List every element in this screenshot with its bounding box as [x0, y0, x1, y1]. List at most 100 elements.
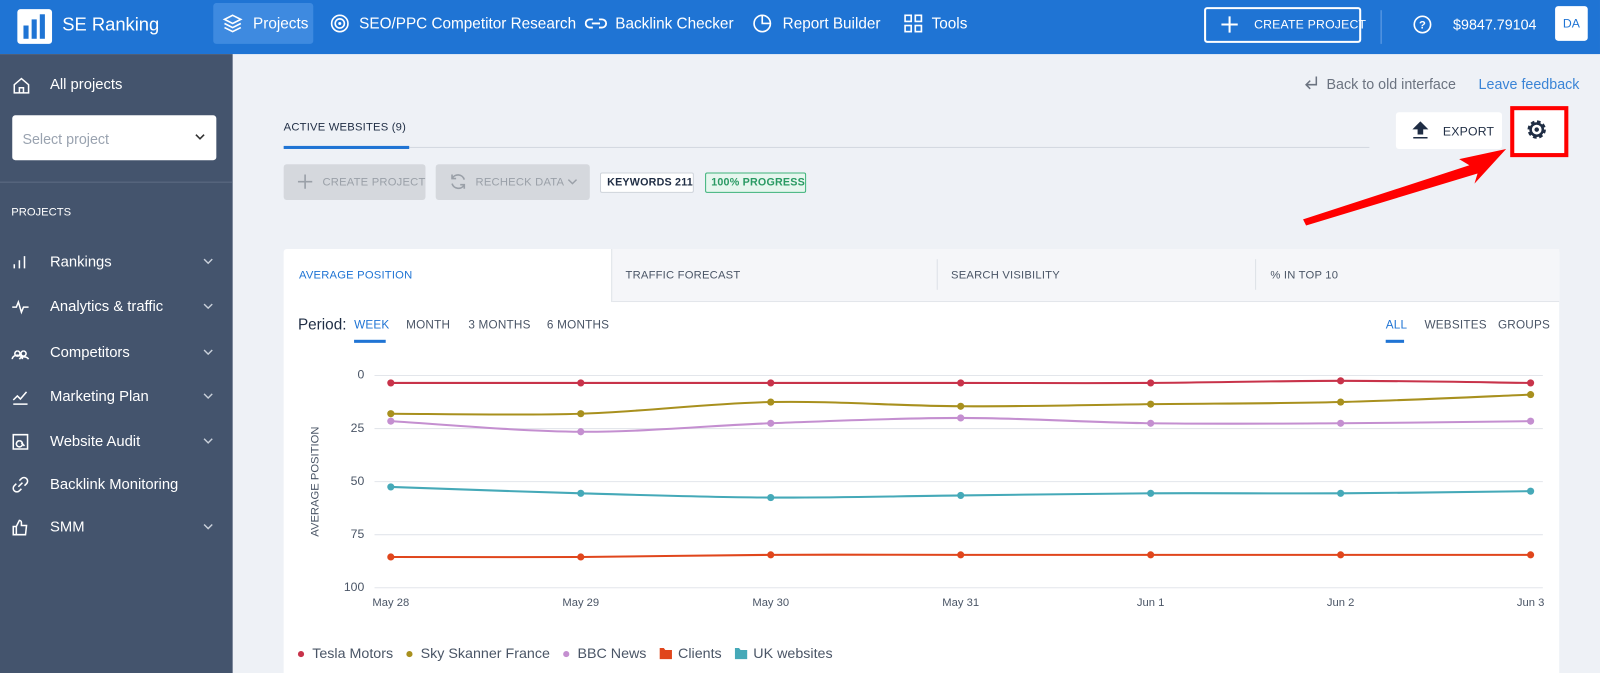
project-select[interactable] — [12, 115, 217, 161]
plus-icon — [1221, 16, 1238, 33]
data-point — [1147, 400, 1155, 408]
all-projects[interactable]: All projects — [49, 76, 123, 93]
chart-tab[interactable]: AVERAGE POSITION — [298, 269, 413, 282]
chart-tab[interactable]: SEARCH VISIBILITY — [951, 269, 1060, 282]
period-option[interactable]: MONTH — [406, 319, 451, 332]
menu-item[interactable]: Website Audit — [49, 433, 141, 450]
chevron — [203, 438, 213, 444]
data-point — [1337, 551, 1345, 559]
data-point — [1527, 417, 1535, 425]
period-option[interactable]: WEEK — [354, 319, 390, 332]
data-point — [577, 428, 585, 436]
help-icon[interactable]: ? — [1412, 14, 1432, 34]
legend-label: Tesla Motors — [312, 646, 393, 662]
chevron — [195, 134, 205, 140]
tab-separator — [1255, 259, 1257, 290]
data-point — [1527, 487, 1535, 495]
nav-item[interactable]: Tools — [931, 15, 968, 33]
legend-marker — [406, 651, 413, 658]
x-tick-label: Jun 2 — [1327, 597, 1354, 609]
logo-text[interactable]: SE Ranking — [62, 14, 160, 35]
menu-item[interactable]: Competitors — [49, 344, 130, 362]
legend-label: Sky Skanner France — [421, 646, 550, 662]
data-point — [387, 379, 395, 387]
recheck-label[interactable]: RECHECK DATA — [475, 176, 565, 189]
data-point — [577, 553, 585, 561]
create-project-button[interactable] — [1204, 7, 1362, 43]
menu-item[interactable]: Backlink Monitoring — [49, 476, 179, 493]
create-project-label[interactable]: CREATE PROJECT — [1254, 17, 1367, 32]
tab-rule — [283, 146, 1370, 148]
export-label[interactable]: EXPORT — [1442, 124, 1495, 139]
view-underline — [1385, 339, 1405, 343]
chart: 0 25 50 75 100 AVERAGE POSITION May 28 May 29 Ma… — [297, 368, 1544, 662]
nav-item[interactable]: Backlink Checker — [615, 15, 734, 33]
settings-button[interactable] — [1510, 106, 1569, 158]
balance: $9847.79104 — [1453, 16, 1537, 33]
nav-icon — [330, 14, 349, 33]
data-point — [577, 410, 585, 418]
view-option[interactable]: ALL — [1385, 319, 1408, 332]
feedback-link[interactable]: Leave feedback — [1478, 75, 1580, 92]
keywords-badge — [599, 172, 694, 193]
chart-tab[interactable]: % IN TOP 10 — [1270, 269, 1339, 282]
data-point — [1337, 377, 1345, 385]
menu-item[interactable]: Analytics & traffic — [49, 298, 164, 316]
y-tick-label: 25 — [351, 421, 365, 435]
menu-item[interactable]: SMM — [49, 519, 85, 536]
progress-badge — [705, 172, 807, 193]
divider — [0, 181, 233, 183]
period-label: Period: — [297, 316, 347, 334]
view-option[interactable]: GROUPS — [1497, 319, 1551, 332]
tab-active-websites[interactable]: ACTIVE WEBSITES (9) — [283, 121, 407, 134]
nav-icon — [222, 14, 243, 33]
tab-separator — [611, 248, 613, 303]
x-tick-label: May 29 — [562, 597, 599, 609]
select-placeholder[interactable]: Select project — [22, 130, 110, 147]
menu-icon — [13, 256, 26, 269]
data-point — [1147, 419, 1155, 427]
data-point — [1337, 489, 1345, 497]
y-axis-label: AVERAGE POSITION — [309, 427, 321, 537]
back-link[interactable]: Back to old interface — [1326, 75, 1456, 92]
data-point — [767, 551, 775, 559]
top-bar: SE Ranking Projects SEO/PPC Competitor R… — [0, 0, 1600, 55]
recheck-button[interactable] — [435, 164, 590, 200]
menu-item[interactable]: Marketing Plan — [49, 388, 149, 406]
chart-tab[interactable]: TRAFFIC FORECAST — [625, 269, 741, 282]
nav-item[interactable]: Projects — [253, 15, 309, 33]
chevron — [203, 349, 213, 356]
y-tick-label: 0 — [357, 368, 364, 382]
view-option[interactable]: WEBSITES — [1424, 319, 1487, 332]
sidebar: All projects Select project PROJECTS Ran… — [0, 54, 233, 673]
legend-marker — [734, 647, 748, 660]
period-option[interactable]: 6 MONTHS — [546, 319, 610, 332]
y-tick-label: 100 — [344, 580, 365, 594]
avatar[interactable]: DA — [1555, 6, 1588, 41]
x-tick-label: May 30 — [752, 597, 789, 609]
export-button[interactable] — [1395, 112, 1503, 149]
menu-icon — [12, 433, 29, 450]
data-point — [1147, 551, 1155, 559]
period-option[interactable]: 3 MONTHS — [468, 319, 531, 332]
chevron — [203, 393, 213, 399]
nav-icon — [904, 14, 923, 33]
nav-item[interactable]: SEO/PPC Competitor Research — [359, 15, 577, 33]
legend-marker — [297, 651, 305, 658]
data-point — [957, 551, 965, 559]
data-point — [957, 414, 965, 422]
create-project-label[interactable]: CREATE PROJECT — [322, 176, 426, 189]
data-point — [767, 493, 775, 502]
chevron — [203, 303, 213, 310]
divider — [1380, 10, 1382, 44]
export-icon — [1412, 121, 1429, 139]
menu-icon — [12, 519, 28, 536]
nav-icon — [584, 18, 608, 29]
nav-item[interactable]: Report Builder — [782, 15, 881, 33]
data-point — [577, 489, 585, 497]
menu-item[interactable]: Rankings — [49, 254, 112, 271]
menu-icon — [12, 476, 29, 493]
data-point — [1147, 489, 1155, 497]
chevron — [203, 523, 213, 530]
